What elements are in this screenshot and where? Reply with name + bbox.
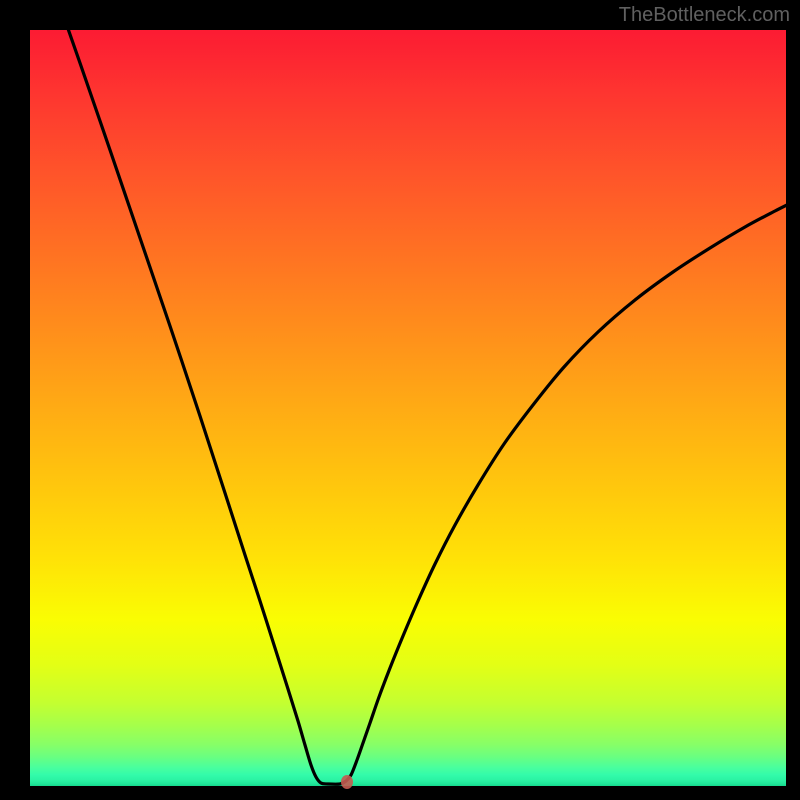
watermark-text: TheBottleneck.com [619, 4, 790, 27]
optimal-point-marker [341, 775, 353, 789]
bottleneck-chart [0, 0, 800, 800]
chart-background [30, 30, 786, 786]
chart-container: TheBottleneck.com [0, 0, 800, 800]
